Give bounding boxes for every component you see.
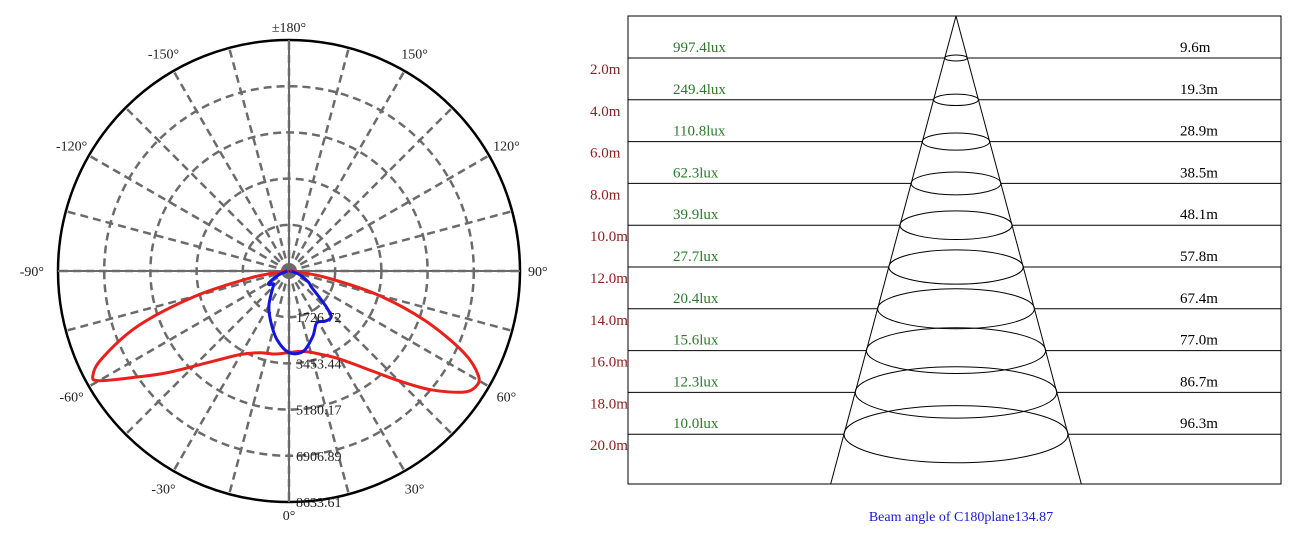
angle-label: 30° [405, 482, 425, 497]
distance-label: 18.0m [590, 396, 628, 412]
polar-series-group [91, 269, 481, 394]
polar-grid-spoke [288, 154, 490, 273]
beam-angle-caption: Beam angle of C180plane134.87 [869, 510, 1053, 525]
polar-grid-spoke [288, 210, 513, 273]
diameter-label: 38.5m [1180, 165, 1218, 181]
polar-grid-spoke [288, 106, 454, 272]
diameter-label: 57.8m [1180, 249, 1218, 265]
diameter-label: 48.1m [1180, 207, 1218, 223]
cone-cross-section [854, 366, 1058, 419]
cone-side-line [830, 15, 957, 485]
distance-label: 12.0m [590, 271, 628, 287]
lux-label: 39.9lux [673, 207, 719, 223]
angle-label: ±180° [272, 21, 306, 36]
polar-series-curve [266, 269, 333, 356]
polar-grid-spoke [124, 106, 290, 272]
lux-label: 15.6lux [673, 333, 719, 349]
polar-intensity-chart: 1726.72 3453.44 5180.17 6906.89 8633.61 ±180… [20, 21, 548, 524]
distance-label: 6.0m [590, 146, 621, 162]
angle-label: -60° [59, 391, 83, 406]
angle-label: -150° [148, 48, 179, 63]
cone-cross-section [910, 171, 1002, 196]
radial-tick-label: 5180.17 [296, 404, 342, 419]
polar-grid-spoke [88, 154, 290, 273]
cone-cross-section [843, 405, 1069, 464]
radial-tick-label: 3453.44 [296, 357, 342, 372]
beam-cone-table: 997.4lux 2.0m 9.6m 249.4lux 4.0m 19.3m 110.8lu… [590, 15, 1282, 525]
cone-cross-section [933, 93, 979, 107]
radial-tick-labels: 1726.72 3453.44 5180.17 6906.89 8633.61 [296, 311, 342, 511]
angle-labels: ±180° -150° 150° -120° 120° -90° 90° -60° 60° -30… [20, 21, 548, 524]
radial-tick-label: 1726.72 [296, 311, 342, 326]
polar-grid-spoke [172, 270, 291, 472]
diameter-label: 77.0m [1180, 333, 1218, 349]
cone-rows: 997.4lux 2.0m 9.6m 249.4lux 4.0m 19.3m 110.8lu… [590, 40, 1218, 454]
distance-label: 10.0m [590, 229, 628, 245]
polar-series-curve [91, 269, 481, 394]
distance-label: 20.0m [590, 438, 628, 454]
polar-grid-spoke [65, 269, 290, 332]
diameter-label: 67.4m [1180, 291, 1218, 307]
cone-cross-section [865, 327, 1047, 374]
distance-label: 8.0m [590, 187, 621, 203]
distance-label: 16.0m [590, 355, 628, 371]
lux-label: 12.3lux [673, 374, 719, 390]
angle-label: -90° [20, 265, 44, 280]
diameter-label: 28.9m [1180, 124, 1218, 140]
diameter-label: 19.3m [1180, 82, 1218, 98]
cone-cross-section [877, 288, 1035, 330]
lux-label: 997.4lux [673, 40, 726, 56]
cone-cross-section [899, 210, 1013, 240]
distance-label: 2.0m [590, 62, 621, 78]
polar-grid-spoke [88, 269, 290, 388]
diameter-label: 9.6m [1180, 40, 1211, 56]
distance-label: 4.0m [590, 104, 621, 120]
polar-grid [56, 38, 522, 504]
angle-label: 90° [528, 265, 548, 280]
radial-tick-label: 8633.61 [296, 496, 342, 511]
polar-grid-spoke [287, 70, 406, 272]
cone-cross-section [888, 249, 1024, 285]
distance-label: 14.0m [590, 313, 628, 329]
angle-label: 150° [401, 48, 428, 63]
lux-label: 20.4lux [673, 291, 719, 307]
radial-tick-label: 6906.89 [296, 450, 342, 465]
lux-label: 249.4lux [673, 82, 726, 98]
angle-label: -120° [56, 140, 87, 155]
angle-label: 120° [493, 140, 520, 155]
cone-lines [628, 15, 1281, 485]
polar-grid-spoke [172, 70, 291, 272]
lux-label: 10.0lux [673, 416, 719, 432]
polar-grid-spoke [228, 270, 291, 495]
angle-label: -30° [151, 482, 175, 497]
angle-label: 0° [283, 509, 296, 524]
cone-side-line [955, 15, 1082, 485]
polar-grid-spoke [65, 210, 290, 273]
diameter-label: 86.7m [1180, 374, 1218, 390]
lux-label: 27.7lux [673, 249, 719, 265]
angle-label: 60° [497, 391, 517, 406]
cone-cross-section [944, 54, 968, 62]
cone-cross-section [921, 132, 991, 151]
polar-grid-spoke [228, 47, 291, 272]
lux-label: 62.3lux [673, 165, 719, 181]
polar-grid-spoke [287, 47, 350, 272]
lux-label: 110.8lux [673, 124, 726, 140]
cone-table-frame [627, 15, 1282, 485]
diameter-label: 96.3m [1180, 416, 1218, 432]
